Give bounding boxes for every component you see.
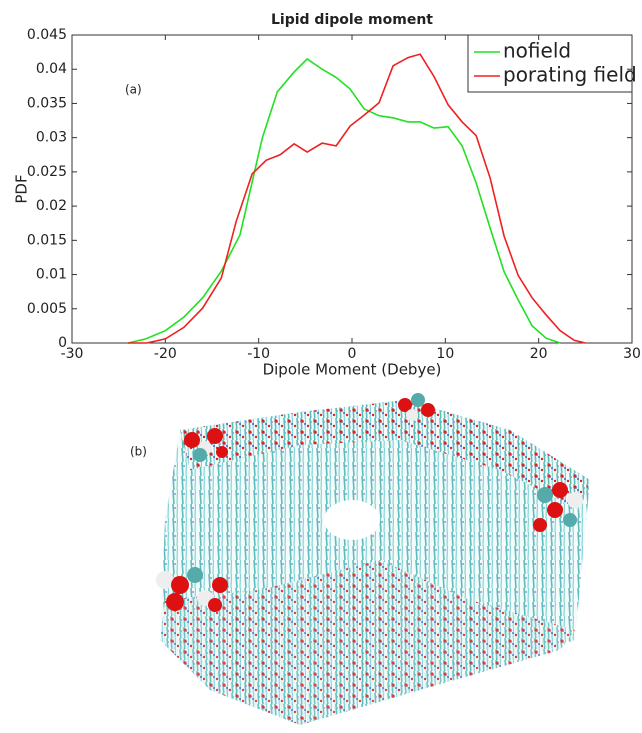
x-tick-label: -10 <box>247 346 270 362</box>
y-tick-label: 0.005 <box>27 301 67 317</box>
y-tick-label: 0.045 <box>27 27 67 43</box>
x-tick-label: -20 <box>154 346 177 362</box>
y-tick-label: 0.035 <box>27 95 67 111</box>
series-line <box>127 57 561 344</box>
x-tick-label: 0 <box>348 346 357 362</box>
y-tick-label: 0.02 <box>36 198 67 214</box>
chart-title: Lipid dipole moment <box>271 12 433 28</box>
ion-cluster <box>533 482 583 532</box>
pore <box>324 500 380 540</box>
y-tick-label: 0.015 <box>27 232 67 248</box>
y-tick-label: 0.04 <box>36 61 67 77</box>
series-line <box>128 53 586 344</box>
legend-label: nofield <box>503 39 571 63</box>
y-axis-label: PDF <box>13 174 31 203</box>
x-tick-label: 20 <box>530 346 548 362</box>
y-tick-label: 0 <box>58 335 67 351</box>
y-tick-label: 0.01 <box>36 267 67 283</box>
x-tick-label: 30 <box>623 346 641 362</box>
y-tick-label: 0.025 <box>27 164 67 180</box>
x-axis-label: Dipole Moment (Debye) <box>263 361 442 379</box>
ion-cluster <box>398 393 435 421</box>
x-tick-label: -30 <box>61 346 84 362</box>
y-tick-label: 0.03 <box>36 130 67 146</box>
legend-label: porating field <box>503 63 637 87</box>
membrane-render <box>156 393 590 725</box>
ion-cluster <box>184 428 228 462</box>
membrane-headgroups <box>180 400 590 510</box>
panel-label: (b) <box>130 445 147 459</box>
ion-cluster <box>156 567 228 612</box>
membrane-headgroups <box>160 560 575 725</box>
x-tick-label: 10 <box>436 346 454 362</box>
panel-label: (a) <box>125 83 142 97</box>
legend-box <box>467 34 633 93</box>
